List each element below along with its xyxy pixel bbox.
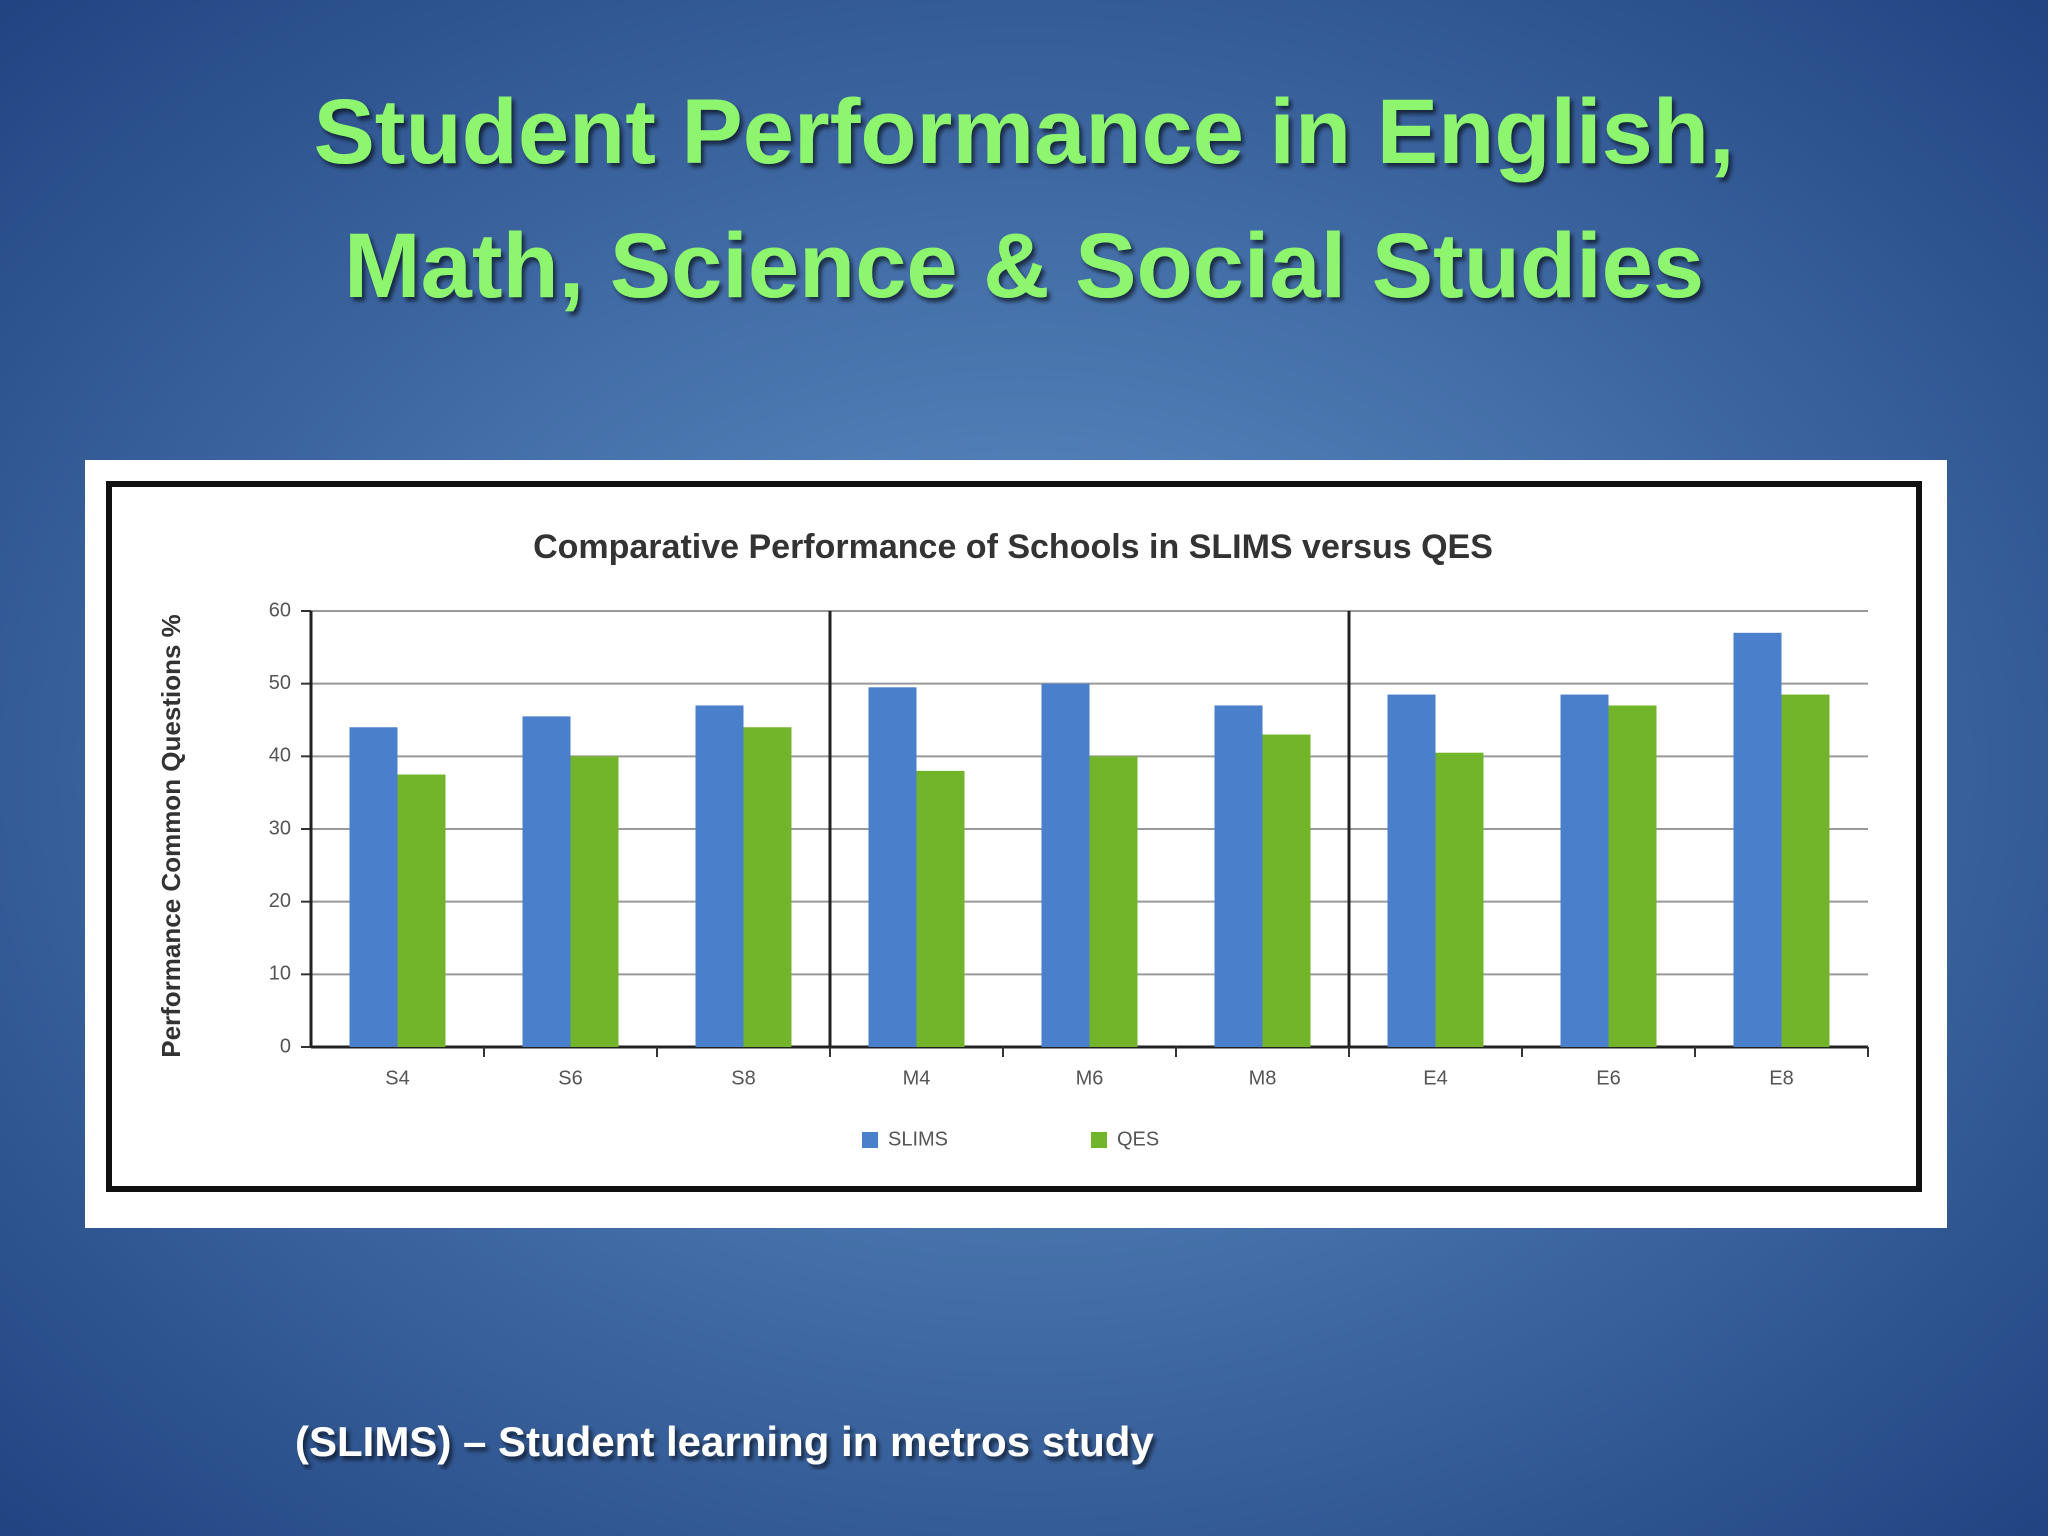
bar xyxy=(1041,683,1090,1047)
bar xyxy=(1089,756,1138,1047)
x-tick-label: E8 xyxy=(1769,1067,1793,1089)
y-axis-label: Performance Common Questions % xyxy=(156,614,186,1058)
slide-title: Math, Science & Social Studies xyxy=(344,215,1704,317)
bar xyxy=(1262,734,1311,1047)
legend-label: QES xyxy=(1117,1128,1159,1150)
bar xyxy=(1435,752,1484,1047)
footnote: (SLIMS) – Student learning in metros stu… xyxy=(295,1418,1154,1465)
y-tick-label: 0 xyxy=(280,1035,291,1057)
bar xyxy=(522,716,571,1047)
x-tick-label: S8 xyxy=(731,1067,755,1089)
bar xyxy=(695,705,744,1047)
bar xyxy=(349,727,398,1047)
bar xyxy=(1214,705,1263,1047)
x-tick-label: S6 xyxy=(558,1067,582,1089)
x-tick-label: E4 xyxy=(1423,1067,1447,1089)
bar xyxy=(1560,694,1609,1047)
bar xyxy=(1608,705,1657,1047)
bar xyxy=(570,756,619,1047)
chart-frame xyxy=(106,481,1922,1192)
y-tick-label: 60 xyxy=(269,599,291,621)
y-tick-label: 30 xyxy=(269,817,291,839)
x-tick-label: M4 xyxy=(903,1067,931,1089)
x-tick-label: S4 xyxy=(385,1067,409,1089)
bar xyxy=(916,770,965,1047)
y-tick-label: 40 xyxy=(269,745,291,767)
bar xyxy=(1387,694,1436,1047)
slide-title: Student Performance in English, xyxy=(313,81,1734,183)
legend-swatch xyxy=(1091,1132,1107,1148)
legend-swatch xyxy=(862,1132,878,1148)
bar xyxy=(1733,632,1782,1047)
x-tick-label: E6 xyxy=(1596,1067,1620,1089)
chart-title: Comparative Performance of Schools in SL… xyxy=(533,528,1493,566)
x-tick-label: M6 xyxy=(1076,1067,1104,1089)
legend-label: SLIMS xyxy=(888,1128,948,1150)
y-tick-label: 10 xyxy=(269,963,291,985)
y-tick-label: 20 xyxy=(269,890,291,912)
bar xyxy=(743,727,792,1047)
x-tick-label: M8 xyxy=(1249,1067,1277,1089)
bar xyxy=(868,687,917,1047)
y-tick-label: 50 xyxy=(269,672,291,694)
bar xyxy=(1781,694,1830,1047)
bar xyxy=(397,774,446,1047)
